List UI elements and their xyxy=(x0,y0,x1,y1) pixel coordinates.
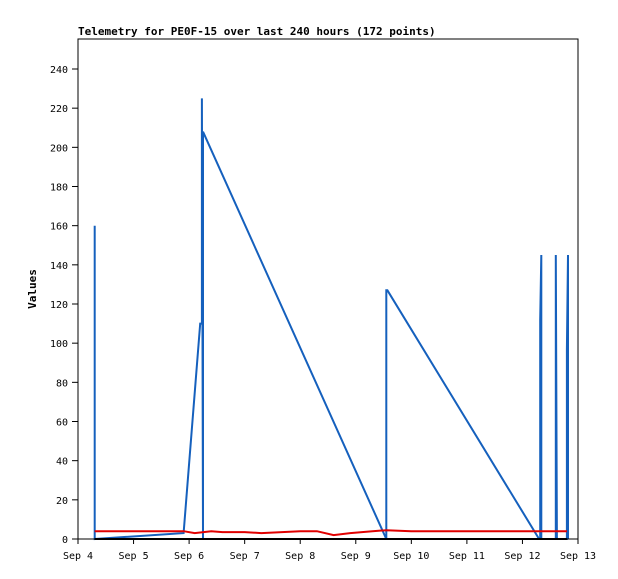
chart-title: Telemetry for PE0F-15 over last 240 hour… xyxy=(78,25,436,38)
x-tick-label: Sep 11 xyxy=(449,551,485,562)
x-tick-label: Sep 6 xyxy=(174,551,204,562)
y-tick-label: 0 xyxy=(62,535,68,546)
y-tick-label: 20 xyxy=(56,496,68,507)
y-tick-label: 160 xyxy=(50,222,68,233)
axis-layer: 0 20 40 60 80 100 120 140 160 180 200 220 240 Sep 4 Se… xyxy=(50,65,596,562)
y-tick-label: 120 xyxy=(50,300,68,311)
y-tick-label: 200 xyxy=(50,143,68,154)
x-tick-label: Sep 10 xyxy=(393,551,429,562)
y-tick-label: 140 xyxy=(50,261,68,272)
series-line-0 xyxy=(93,98,569,541)
y-tick-label: 40 xyxy=(56,457,68,468)
y-tick-label: 80 xyxy=(56,378,68,389)
x-tick-label: Sep 12 xyxy=(504,551,540,562)
y-axis-label: Values xyxy=(26,269,39,309)
plot-frame xyxy=(77,38,579,540)
x-tick-label: Sep 7 xyxy=(230,551,260,562)
y-tick-label: 220 xyxy=(50,104,68,115)
y-tick-label: 240 xyxy=(50,65,68,76)
series-layer xyxy=(93,98,569,541)
series-line-1 xyxy=(94,529,567,537)
y-tick-label: 100 xyxy=(50,339,68,350)
y-tick-label: 60 xyxy=(56,418,68,429)
x-tick-label: Sep 9 xyxy=(341,551,371,562)
x-tick-label: Sep 13 xyxy=(560,551,596,562)
x-tick-label: Sep 8 xyxy=(285,551,315,562)
x-tick-label: Sep 4 xyxy=(63,551,93,562)
x-tick-label: Sep 5 xyxy=(119,551,149,562)
y-tick-label: 180 xyxy=(50,183,68,194)
